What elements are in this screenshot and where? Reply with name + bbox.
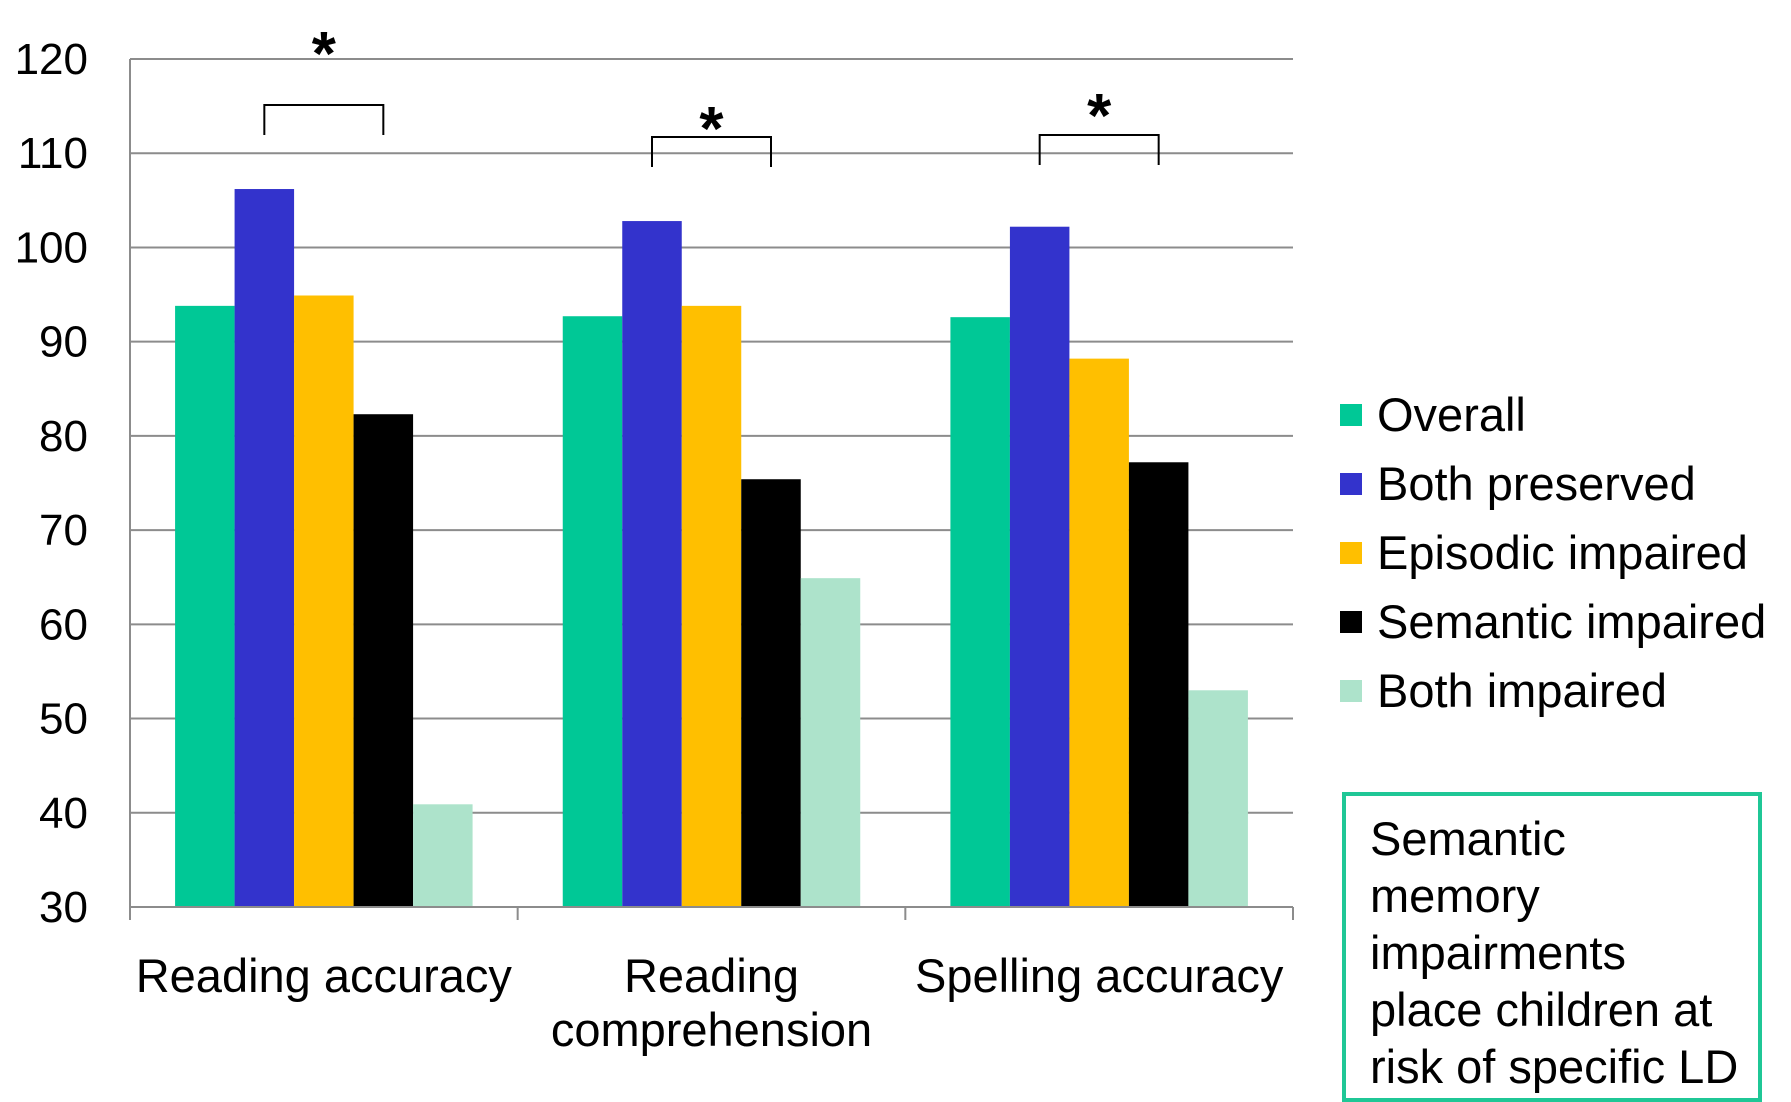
y-tick-label: 50 (39, 695, 88, 744)
x-category-label: Spelling accuracy (915, 949, 1284, 1002)
bar (681, 305, 742, 908)
significance-star: * (699, 95, 724, 164)
bar (1188, 690, 1248, 907)
significance-bracket (263, 104, 385, 135)
bar (950, 317, 1010, 907)
legend-swatch (1340, 611, 1362, 633)
y-tick-label: 30 (39, 883, 88, 932)
bar (800, 578, 861, 907)
bar (1009, 226, 1070, 907)
bar (234, 189, 295, 907)
significance-star: * (312, 20, 337, 89)
x-category-label: Reading comprehension (551, 949, 872, 1056)
y-tick-label: 100 (15, 223, 88, 272)
bar (294, 295, 354, 907)
y-tick-label: 80 (39, 412, 88, 461)
bar (1128, 462, 1189, 907)
legend-swatch (1340, 680, 1362, 702)
significance-markers: * * * (263, 20, 1160, 167)
y-tick-label: 60 (39, 600, 88, 649)
y-tick-label: 70 (39, 506, 88, 555)
legend-label: Both impaired (1377, 664, 1667, 717)
note-box: Semantic memory impairments place childr… (1342, 792, 1762, 1102)
note-text: Semantic memory impairments place childr… (1370, 812, 1739, 1093)
legend-label: Episodic impaired (1377, 526, 1748, 579)
y-tick-label: 120 (15, 35, 88, 84)
bar (353, 414, 414, 907)
bars (175, 189, 1248, 908)
x-category-label: Reading accuracy (136, 949, 513, 1002)
legend-label: Semantic impaired (1377, 595, 1766, 648)
legend-swatch (1340, 404, 1362, 426)
y-tick-label: 40 (39, 789, 88, 838)
legend-swatch (1340, 542, 1362, 564)
axes: 30 40 50 60 70 80 90 100 110 120 Reading accuracy R… (15, 35, 1294, 1056)
legend-label: Overall (1377, 388, 1526, 441)
bar (175, 305, 235, 908)
significance-star: * (1087, 82, 1112, 151)
y-tick-label: 110 (18, 129, 88, 178)
y-tick-label: 90 (39, 318, 88, 367)
significance-bracket (1038, 134, 1160, 165)
legend-label: Both preserved (1377, 457, 1696, 510)
bar (1069, 358, 1129, 907)
bar (741, 479, 801, 907)
bar (622, 221, 682, 907)
bar (413, 804, 473, 907)
bar (562, 316, 623, 907)
significance-bracket (651, 136, 772, 167)
legend-swatch (1340, 473, 1362, 495)
legend: Overall Both preserved Episodic impaired Se… (1340, 388, 1766, 717)
